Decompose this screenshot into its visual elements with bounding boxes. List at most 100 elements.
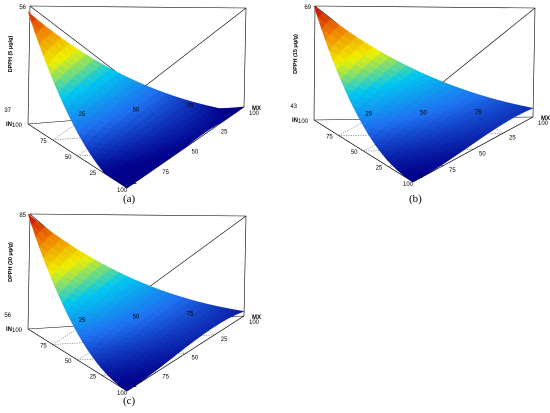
surface-facet: [422, 171, 433, 175]
surface-facet: [172, 350, 182, 355]
surface-facet: [514, 110, 525, 115]
tick-in: 25: [90, 171, 97, 177]
surface-facet: [230, 311, 241, 316]
surface-facet: [408, 179, 418, 183]
surface-facet: [140, 172, 151, 176]
axis-label-in: IN: [6, 122, 12, 128]
surface-facet: [158, 159, 169, 164]
surface-facet: [226, 112, 236, 117]
tick-mx: 25: [365, 111, 372, 117]
surface-facet: [454, 149, 465, 154]
surface-facet: [500, 118, 511, 123]
box-edge: [532, 7, 536, 118]
surface-facet: [487, 126, 497, 132]
tick-l: 100: [403, 182, 414, 188]
surface-facet: [505, 115, 516, 120]
surface-facet: [136, 175, 146, 179]
surface-facet: [431, 165, 442, 169]
surface-facet: [194, 132, 205, 138]
surface-facet: [221, 315, 232, 320]
tick-in: 25: [376, 166, 383, 172]
z-tick-min: 56: [4, 313, 11, 319]
tick-l: 25: [509, 135, 516, 141]
surface-facet: [445, 155, 456, 160]
tick-mx: 75: [475, 110, 482, 116]
surface-facet: [127, 181, 137, 186]
surface-facet: [459, 145, 469, 151]
tick-l: 75: [162, 170, 169, 176]
tick-in: 50: [65, 155, 72, 161]
tick-l: 50: [479, 152, 486, 158]
surface-facet: [163, 357, 173, 362]
axis-label-mx: MX: [541, 116, 550, 122]
response-surface: [27, 11, 245, 189]
grid-line: [338, 119, 369, 136]
tick-in: 75: [40, 344, 47, 350]
box-edge: [29, 5, 247, 9]
surface-facet: [203, 126, 214, 131]
base-edge: [126, 315, 245, 392]
surface-facet: [217, 118, 227, 123]
tick-mx: 25: [79, 318, 86, 324]
surface-facet: [190, 336, 200, 341]
surface-facet: [185, 339, 196, 345]
axis-label-in: IN: [292, 118, 298, 124]
axis-label-l: L: [419, 174, 423, 180]
panel-label: (c): [123, 395, 136, 407]
surface-facet: [122, 387, 133, 392]
response-surface: [313, 5, 534, 183]
z-axis-label: DPPH (5 μg/g): [8, 35, 14, 72]
tick-mx: 25: [79, 112, 86, 118]
surface-facet: [122, 184, 133, 189]
surface-facet: [163, 156, 173, 161]
surface-facet: [212, 321, 223, 326]
box-edge: [243, 7, 247, 108]
box-edge: [243, 215, 247, 317]
z-tick-max: 56: [19, 5, 26, 11]
z-tick-min: 37: [4, 108, 11, 114]
surface-facet: [176, 146, 187, 151]
z-axis-label: DPPH (30 μg/g): [8, 242, 14, 282]
box-edge: [27, 213, 31, 330]
surface-facet: [523, 106, 534, 111]
surface-facet: [199, 129, 209, 134]
tick-in: 50: [351, 150, 358, 156]
surface-facet: [149, 368, 160, 373]
surface-facet: [230, 109, 241, 114]
panel-label: (b): [409, 193, 422, 205]
axis-label-mx: MX: [252, 106, 261, 112]
tick-l: 100: [117, 391, 128, 397]
surface-facet: [158, 361, 169, 366]
base-edge: [27, 328, 128, 392]
surface-facet: [145, 371, 155, 376]
surface-facet: [154, 364, 164, 369]
surface-facet: [436, 162, 446, 166]
surface-facet: [468, 139, 479, 144]
panel-label: (a): [123, 193, 136, 205]
tick-l: 25: [221, 129, 228, 135]
surface-facet: [413, 176, 423, 180]
box-edge: [139, 7, 247, 91]
surface-facet: [450, 152, 460, 157]
tick-l: 75: [449, 168, 456, 174]
z-tick-max: 85: [19, 213, 26, 219]
surface-facet: [440, 158, 451, 163]
tick-l: 100: [117, 188, 128, 194]
tick-mx: 100: [538, 121, 549, 127]
surface-facet: [212, 120, 223, 126]
tick-mx: 50: [133, 315, 140, 321]
axis-label-in: IN: [6, 327, 12, 333]
surface-facet: [154, 162, 164, 167]
tick-mx: 75: [187, 103, 194, 109]
surface-facet: [208, 123, 218, 128]
surface-facet: [167, 353, 178, 359]
surface-facet: [217, 318, 227, 323]
surface-facet: [221, 116, 232, 120]
surface-facet: [181, 343, 191, 348]
surface-facet: [149, 165, 160, 170]
surface-facet: [482, 129, 493, 135]
tick-mx: 100: [249, 111, 260, 117]
box-edge: [29, 213, 247, 217]
